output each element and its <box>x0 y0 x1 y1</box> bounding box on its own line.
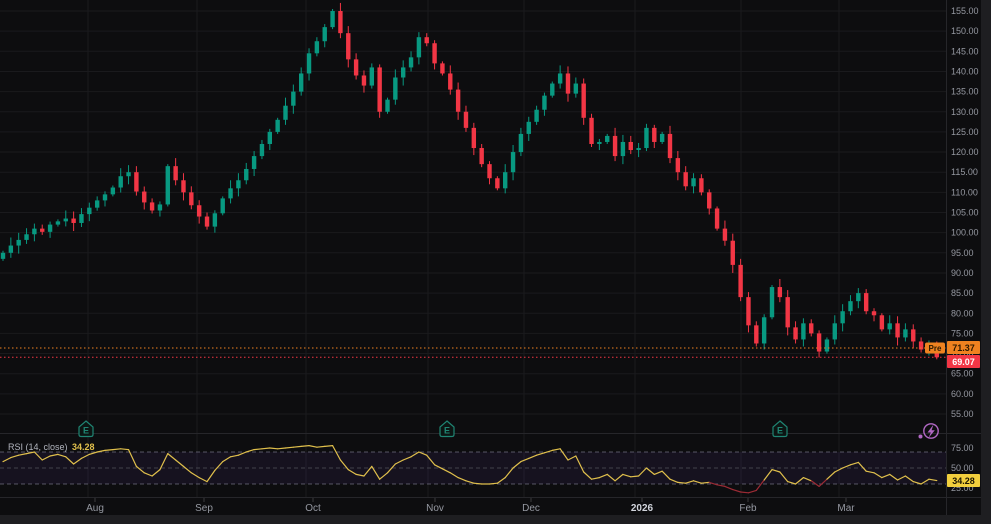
event-markers: EEE <box>78 420 939 439</box>
flash-event-icon[interactable] <box>918 423 939 439</box>
rsi-value-badge: 34.28 <box>947 474 980 487</box>
svg-text:E: E <box>777 426 783 436</box>
time-axis-label: Aug <box>86 503 104 514</box>
price-tick-label: 90.00 <box>951 268 974 278</box>
price-tick-label: 115.00 <box>951 167 978 177</box>
price-tick-label: 100.00 <box>951 228 979 238</box>
price-tick-label: 110.00 <box>951 187 978 197</box>
price-tick-label: 55.00 <box>951 409 974 419</box>
rsi-tick-label: 75.00 <box>951 443 974 453</box>
price-tick-label: 85.00 <box>951 288 974 298</box>
price-tick-label: 155.00 <box>951 6 979 16</box>
time-axis-label: Mar <box>837 503 855 514</box>
rsi-badge-label: 34.28 <box>952 476 975 486</box>
price-tick-label: 150.00 <box>951 26 979 36</box>
pre-market-badge: Pre 71.37 <box>925 341 980 354</box>
svg-text:E: E <box>444 426 450 436</box>
price-tick-label: 125.00 <box>951 127 979 137</box>
pre-market-price-label: 71.37 <box>952 343 975 353</box>
rsi-band <box>0 451 946 485</box>
price-tick-label: 130.00 <box>951 107 979 117</box>
time-axis-label: Oct <box>305 503 321 514</box>
rsi-tick-label: 25.00 <box>951 483 974 493</box>
right-edge-strip <box>981 0 991 524</box>
rsi-tick-label: 50.00 <box>951 463 974 473</box>
rsi-indicator-value: 34.28 <box>72 442 95 452</box>
gridlines <box>0 0 946 497</box>
price-level-lines <box>0 347 946 358</box>
svg-text:E: E <box>83 426 89 436</box>
time-axis-label: Sep <box>195 503 213 514</box>
main-chart-pane[interactable] <box>0 0 946 433</box>
candlestick-series <box>0 2 939 360</box>
time-axis[interactable]: Aug Sep Oct Nov Dec 2026 Feb Mar <box>86 498 855 514</box>
price-tick-label: 60.00 <box>951 389 974 399</box>
price-tick-label: 135.00 <box>951 87 979 97</box>
rsi-pane[interactable] <box>0 434 946 497</box>
price-tick-label: 80.00 <box>951 308 974 318</box>
last-price-badge: 69.07 <box>947 355 980 368</box>
time-axis-label: 2026 <box>631 503 654 514</box>
time-axis-label: Nov <box>426 503 444 514</box>
time-axis-label: Dec <box>522 503 540 514</box>
price-tick-label: 105.00 <box>951 208 979 218</box>
last-price-label: 69.07 <box>952 357 975 367</box>
price-tick-label: 145.00 <box>951 46 979 56</box>
earnings-marker-icon[interactable]: E <box>78 420 94 438</box>
rsi-line <box>2 445 938 494</box>
price-tick-label: 120.00 <box>951 147 979 157</box>
earnings-marker-icon[interactable]: E <box>772 420 788 438</box>
price-axis[interactable]: 155.00 150.00 145.00 140.00 135.00 130.00 125.… <box>951 6 979 419</box>
pre-market-tag: Pre <box>929 344 942 353</box>
bottom-edge-strip <box>0 515 991 524</box>
rsi-axis[interactable]: 75.00 50.00 25.00 <box>951 443 974 493</box>
price-tick-label: 95.00 <box>951 248 974 258</box>
rsi-indicator-label[interactable]: RSI (14, close) <box>8 442 68 452</box>
price-tick-label: 65.00 <box>951 369 974 379</box>
time-axis-label: Feb <box>739 503 757 514</box>
price-tick-label: 140.00 <box>951 66 979 76</box>
price-tick-label: 75.00 <box>951 328 974 338</box>
earnings-marker-icon[interactable]: E <box>439 420 455 438</box>
